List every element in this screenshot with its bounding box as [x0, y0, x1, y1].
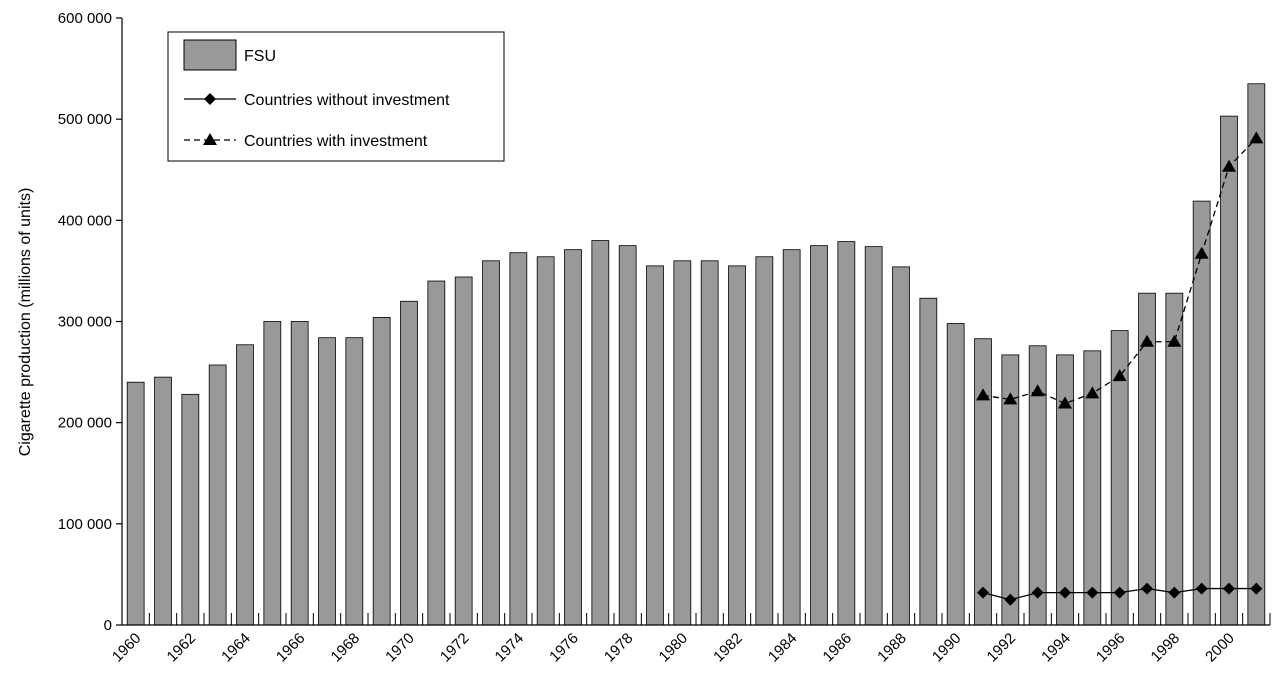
- bar-1977: [591, 240, 610, 626]
- x-tick-label-1994: 1994: [1038, 630, 1074, 666]
- bar-2000: [1220, 115, 1238, 626]
- diamond-marker-1996: [1113, 586, 1126, 599]
- triangle-marker-2000: [1222, 159, 1236, 172]
- diamond-marker-1995: [1086, 586, 1099, 599]
- diamond-marker-1993: [1031, 586, 1044, 599]
- bar-1980: [673, 260, 692, 626]
- line-with-investment: [982, 137, 1257, 405]
- x-tick-label-1990: 1990: [929, 630, 965, 666]
- bar-1970: [400, 300, 418, 626]
- y-tick-label-200000: 200 000: [58, 415, 112, 432]
- triangle-marker-1999: [1194, 246, 1209, 259]
- bar-1969: [372, 317, 391, 626]
- x-tick-label-1960: 1960: [109, 630, 145, 666]
- y-tick-label-300000: 300 000: [58, 314, 112, 331]
- bar-1990: [946, 323, 965, 626]
- triangle-marker-1996: [1112, 369, 1127, 382]
- fsu-bars: [126, 83, 1266, 626]
- bar-1967: [318, 337, 336, 626]
- triangle-marker-1991: [976, 388, 990, 401]
- bar-1981: [700, 260, 719, 626]
- bar-1988: [892, 266, 910, 626]
- legend-label-fsu: FSU: [244, 48, 276, 65]
- legend-label-with-investment: Countries with investment: [244, 133, 428, 150]
- triangle-marker-1994: [1058, 396, 1072, 409]
- bar-1975: [536, 256, 555, 626]
- triangle-marker-2001: [1249, 131, 1264, 144]
- diamond-marker-2001: [1250, 582, 1263, 595]
- bar-1991: [974, 338, 992, 626]
- legend-label-without-investment: Countries without investment: [244, 92, 450, 109]
- x-tick-label-1964: 1964: [218, 630, 254, 666]
- bar-1999: [1192, 200, 1211, 626]
- diamond-marker-2000: [1223, 582, 1235, 595]
- x-tick-label-1984: 1984: [765, 630, 801, 666]
- bar-1979: [646, 265, 664, 626]
- diamond-marker-1998: [1168, 586, 1181, 599]
- diamond-marker-1994: [1059, 586, 1071, 599]
- bar-1961: [154, 376, 172, 626]
- diamond-marker-1997: [1141, 582, 1153, 595]
- series-lines: [976, 131, 1264, 606]
- bar-1963: [208, 364, 227, 626]
- x-tick-label-1992: 1992: [984, 630, 1020, 666]
- y-tick-label-600000: 600 000: [58, 10, 112, 27]
- x-tick-label-1998: 1998: [1148, 630, 1184, 666]
- x-tick-label-1962: 1962: [164, 630, 200, 666]
- x-tick-label-1976: 1976: [546, 630, 582, 666]
- bar-1971: [427, 280, 446, 626]
- y-axis-title: Cigarette production (millions of units): [17, 188, 34, 457]
- y-tick-label-400000: 400 000: [58, 212, 112, 229]
- bar-1966: [290, 321, 309, 626]
- bar-2001: [1247, 83, 1266, 626]
- bar-1987: [864, 246, 883, 626]
- legend: FSU Countries without investment Countri…: [167, 31, 505, 162]
- x-tick-label-1988: 1988: [874, 630, 910, 666]
- x-tick-label-1970: 1970: [382, 630, 418, 666]
- x-tick-label-1996: 1996: [1093, 630, 1129, 666]
- triangle-marker-1998: [1167, 334, 1182, 347]
- y-tick-label-500000: 500 000: [58, 111, 112, 128]
- legend-diamond-marker: [204, 93, 216, 105]
- x-tick-label-1980: 1980: [656, 630, 692, 666]
- bar-1994: [1056, 354, 1074, 626]
- bar-1962: [181, 393, 200, 626]
- x-tick-label-1986: 1986: [820, 630, 856, 666]
- bar-1982: [728, 265, 746, 626]
- diamond-marker-1992: [1004, 593, 1017, 606]
- triangle-marker-1992: [1003, 392, 1018, 405]
- bar-1978: [618, 245, 637, 626]
- x-tick-label-1982: 1982: [710, 630, 746, 666]
- bar-1960: [126, 381, 145, 626]
- bar-1965: [263, 321, 282, 626]
- legend-triangle-marker: [203, 133, 217, 145]
- triangle-marker-1993: [1030, 384, 1045, 397]
- bar-1984: [782, 249, 801, 626]
- bar-1968: [345, 337, 364, 626]
- y-tick-label-0: 0: [104, 617, 112, 634]
- triangle-marker-1995: [1085, 386, 1100, 399]
- diamond-marker-1991: [977, 586, 989, 599]
- bar-1973: [482, 260, 500, 626]
- bar-1972: [454, 276, 473, 626]
- bar-1985: [810, 245, 828, 626]
- bar-1983: [755, 256, 774, 626]
- bar-1974: [509, 252, 528, 626]
- bar-1964: [236, 344, 254, 626]
- x-tick-label-1968: 1968: [328, 630, 364, 666]
- x-tick-label-2000: 2000: [1202, 630, 1238, 666]
- triangle-marker-1997: [1140, 334, 1154, 347]
- y-tick-label-100000: 100 000: [58, 516, 112, 533]
- x-tick-label-1978: 1978: [601, 630, 637, 666]
- x-tick-label-1974: 1974: [492, 630, 528, 666]
- x-tick-label-1972: 1972: [437, 630, 473, 666]
- bar-1986: [837, 241, 856, 626]
- bar-1989: [919, 297, 938, 626]
- legend-swatch-fsu: [183, 39, 237, 71]
- bar-1976: [564, 249, 582, 626]
- diamond-marker-1999: [1195, 582, 1208, 595]
- x-tick-label-1966: 1966: [273, 630, 309, 666]
